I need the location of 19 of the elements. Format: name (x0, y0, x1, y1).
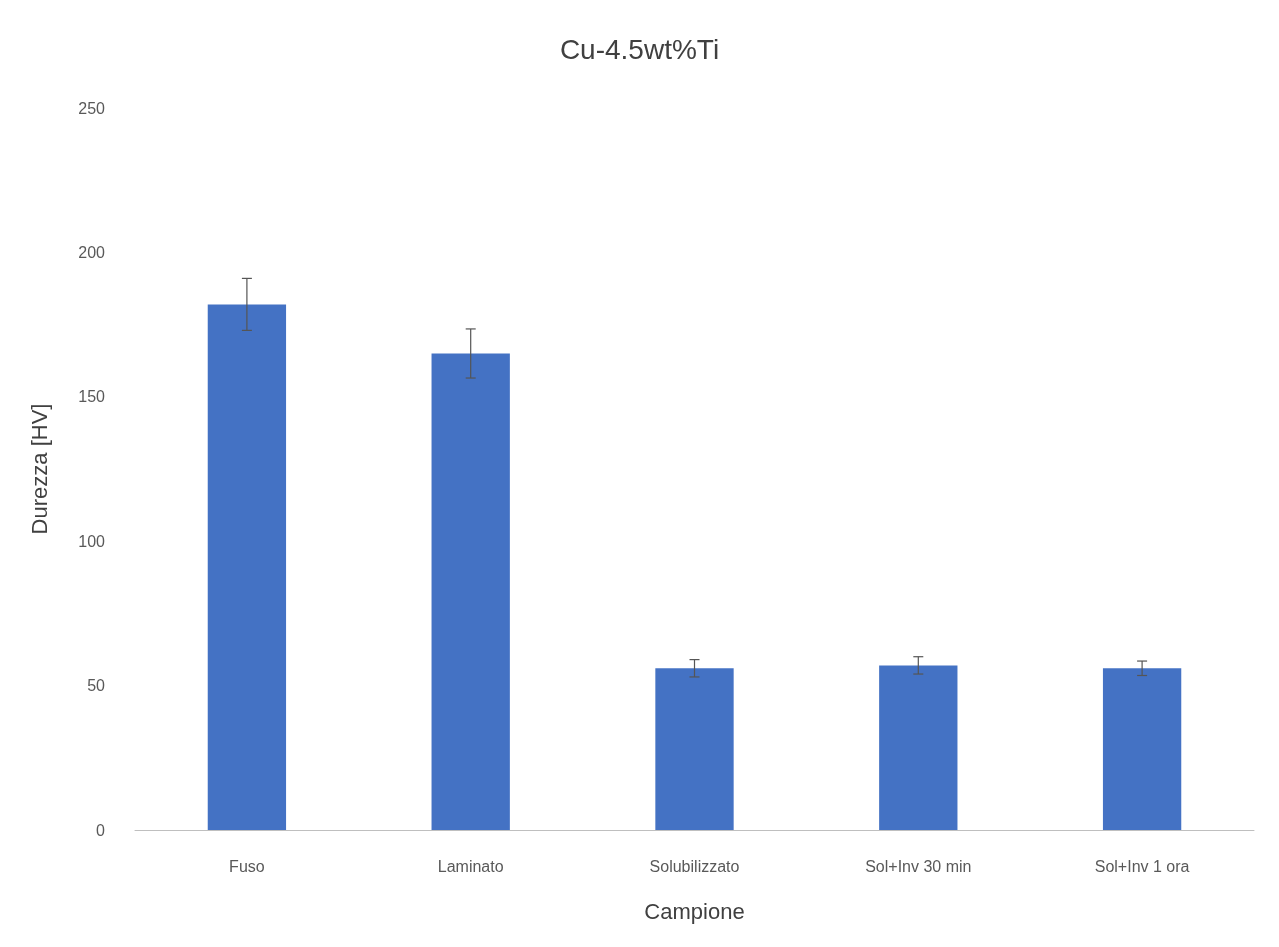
y-tick-label: 100 (78, 532, 106, 550)
chart-title: Cu-4.5wt%Ti (559, 33, 720, 65)
x-tick-label: Sol+Inv 30 min (865, 857, 972, 875)
bar (431, 353, 510, 830)
x-tick-label: Fuso (229, 857, 265, 875)
bar (207, 304, 287, 830)
bar (879, 665, 958, 830)
y-tick-label: 200 (78, 243, 106, 261)
bar (1102, 668, 1182, 830)
y-axis-title: Durezza [HV] (26, 403, 52, 535)
y-tick-label: 250 (78, 99, 106, 117)
x-tick-label: Laminato (437, 857, 504, 875)
x-axis-title: Campione (644, 898, 745, 924)
y-tick-label: 150 (78, 388, 106, 406)
y-tick-label: 50 (87, 677, 106, 695)
y-tick-label: 0 (96, 821, 106, 839)
x-tick-label: Solubilizzato (649, 857, 740, 875)
x-tick-label: Sol+Inv 1 ora (1094, 857, 1190, 875)
bar (655, 668, 734, 830)
